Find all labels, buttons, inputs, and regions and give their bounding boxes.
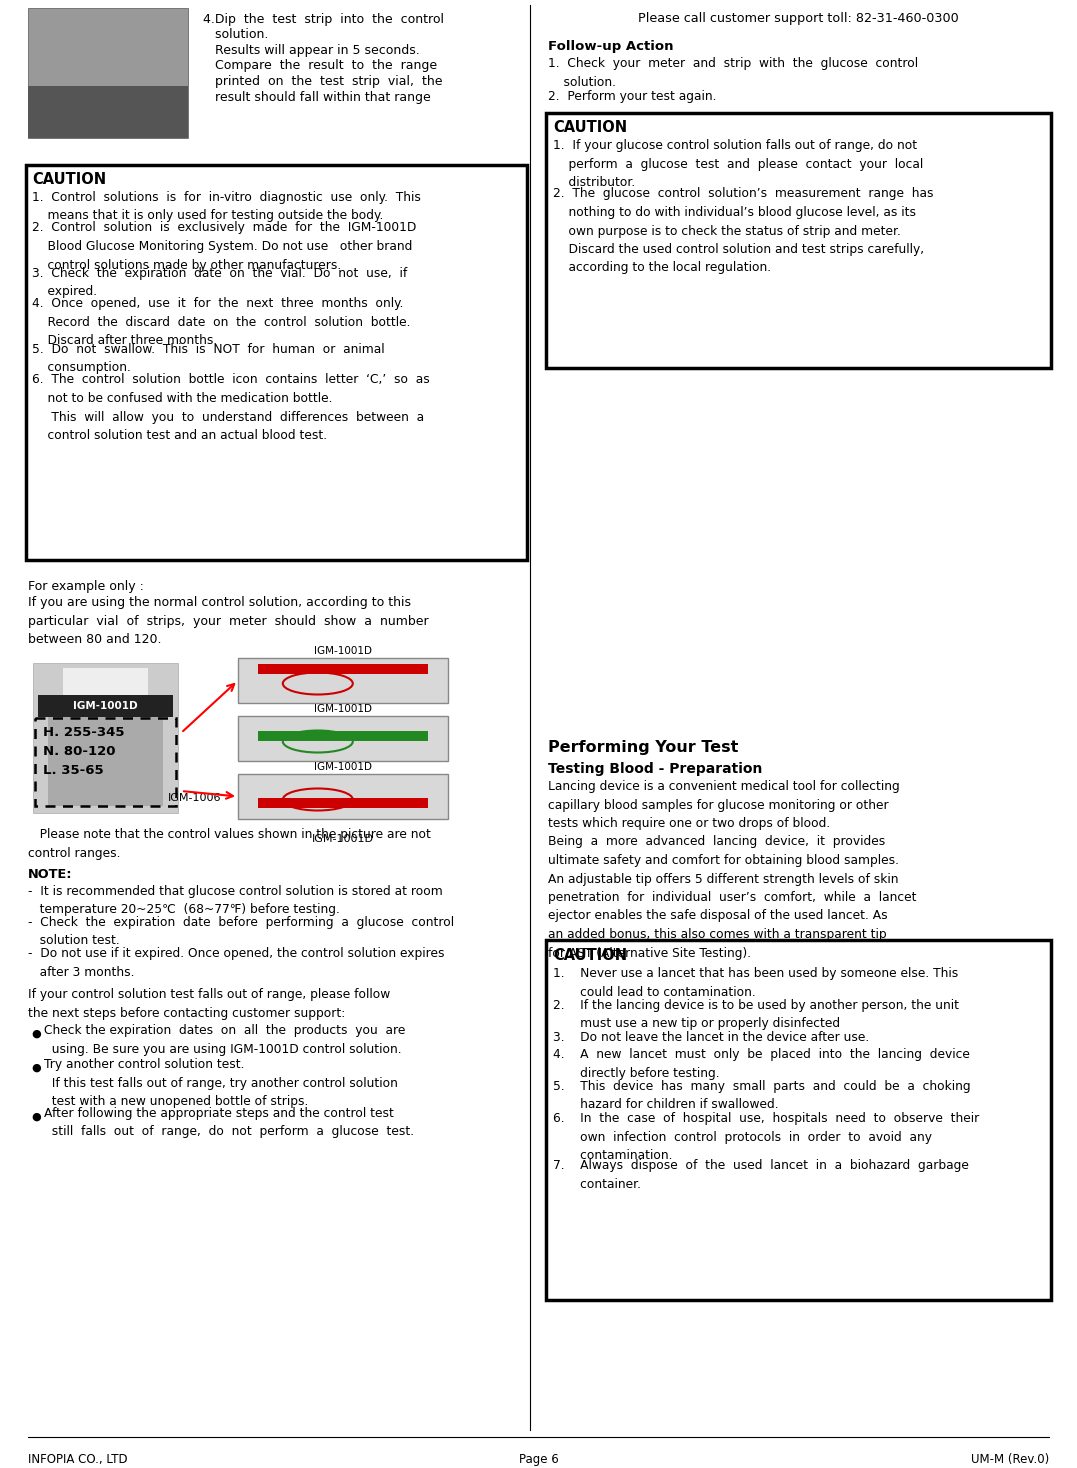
Text: CAUTION: CAUTION (32, 172, 107, 186)
Text: 6.  The  control  solution  bottle  icon  contains  letter  ‘C,’  so  as
    not: 6. The control solution bottle icon cont… (32, 373, 430, 442)
Text: 4.    A  new  lancet  must  only  be  placed  into  the  lancing  device
       : 4. A new lancet must only be placed into… (553, 1048, 970, 1079)
Text: 5.    This  device  has  many  small  parts  and  could  be  a  choking
       h: 5. This device has many small parts and … (553, 1080, 970, 1111)
Text: Please call customer support toll: 82-31-460-0300: Please call customer support toll: 82-31… (639, 12, 959, 25)
Text: If you are using the normal control solution, according to this
particular  vial: If you are using the normal control solu… (28, 596, 429, 646)
Text: Try another control solution test.
  If this test falls out of range, try anothe: Try another control solution test. If th… (44, 1058, 397, 1108)
FancyBboxPatch shape (28, 7, 188, 138)
FancyBboxPatch shape (33, 664, 178, 813)
Text: Please note that the control values shown in the picture are not
control ranges.: Please note that the control values show… (28, 828, 431, 859)
Text: UM-M (Rev.0): UM-M (Rev.0) (970, 1453, 1049, 1467)
Text: IGM-1006: IGM-1006 (168, 793, 222, 803)
Text: 2.  Control  solution  is  exclusively  made  for  the  IGM-1001D
    Blood Gluc: 2. Control solution is exclusively made … (32, 222, 417, 272)
FancyBboxPatch shape (26, 164, 527, 559)
Text: 1.    Never use a lancet that has been used by someone else. This
       could l: 1. Never use a lancet that has been used… (553, 967, 959, 998)
Text: 1.  If your glucose control solution falls out of range, do not
    perform  a  : 1. If your glucose control solution fall… (553, 139, 923, 189)
Text: 6.    In  the  case  of  hospital  use,  hospitals  need  to  observe  their
   : 6. In the case of hospital use, hospital… (553, 1111, 979, 1163)
FancyBboxPatch shape (546, 940, 1051, 1301)
FancyBboxPatch shape (238, 658, 448, 703)
Text: 3.    Do not leave the lancet in the device after use.: 3. Do not leave the lancet in the device… (553, 1031, 869, 1044)
Text: solution.: solution. (202, 28, 268, 41)
FancyBboxPatch shape (546, 113, 1051, 367)
Text: IGM-1001D: IGM-1001D (314, 705, 372, 713)
FancyBboxPatch shape (238, 716, 448, 760)
Text: printed  on  the  test  strip  vial,  the: printed on the test strip vial, the (202, 75, 443, 88)
Text: CAUTION: CAUTION (553, 948, 627, 963)
Text: CAUTION: CAUTION (553, 120, 627, 135)
Text: After following the appropriate steps and the control test
  still  falls  out  : After following the appropriate steps an… (44, 1107, 415, 1139)
Text: 4.Dip  the  test  strip  into  the  control: 4.Dip the test strip into the control (202, 13, 444, 26)
Text: Performing Your Test: Performing Your Test (548, 740, 739, 755)
Text: ●: ● (31, 1111, 41, 1122)
Text: NOTE:: NOTE: (28, 868, 72, 881)
FancyBboxPatch shape (38, 694, 173, 716)
Text: -  It is recommended that glucose control solution is stored at room
   temperat: - It is recommended that glucose control… (28, 885, 443, 916)
Text: IGM-1001D: IGM-1001D (314, 762, 372, 772)
Text: ●: ● (31, 1063, 41, 1073)
FancyBboxPatch shape (28, 87, 188, 138)
Text: 2.    If the lancing device is to be used by another person, the unit
       mus: 2. If the lancing device is to be used b… (553, 1000, 959, 1031)
FancyBboxPatch shape (48, 708, 163, 806)
Text: 1.  Control  solutions  is  for  in-vitro  diagnostic  use  only.  This
    mean: 1. Control solutions is for in-vitro dia… (32, 191, 421, 223)
Text: 3.  Check  the  expiration  date  on  the  vial.  Do  not  use,  if
    expired.: 3. Check the expiration date on the vial… (32, 267, 407, 298)
Text: IGM-1001D: IGM-1001D (73, 702, 138, 711)
Text: Testing Blood - Preparation: Testing Blood - Preparation (548, 762, 763, 777)
Text: INFOPIA CO., LTD: INFOPIA CO., LTD (28, 1453, 128, 1467)
Text: IGM-1001D: IGM-1001D (314, 646, 372, 656)
Text: 5.  Do  not  swallow.  This  is  NOT  for  human  or  animal
    consumption.: 5. Do not swallow. This is NOT for human… (32, 344, 384, 374)
Text: result should fall within that range: result should fall within that range (202, 91, 431, 104)
FancyBboxPatch shape (62, 668, 148, 711)
Text: 2.  The  glucose  control  solution’s  measurement  range  has
    nothing to do: 2. The glucose control solution’s measur… (553, 188, 934, 275)
FancyBboxPatch shape (258, 799, 428, 807)
FancyBboxPatch shape (258, 664, 428, 674)
Text: -  Check  the  expiration  date  before  performing  a  glucose  control
   solu: - Check the expiration date before perfo… (28, 916, 454, 947)
Text: Compare  the  result  to  the  range: Compare the result to the range (202, 60, 437, 72)
Text: Page 6: Page 6 (519, 1453, 558, 1467)
Text: H. 255-345
N. 80-120
L. 35-65: H. 255-345 N. 80-120 L. 35-65 (43, 727, 125, 777)
Text: 7.    Always  dispose  of  the  used  lancet  in  a  biohazard  garbage
       c: 7. Always dispose of the used lancet in … (553, 1160, 969, 1191)
FancyBboxPatch shape (238, 774, 448, 819)
Text: For example only :: For example only : (28, 580, 144, 593)
Text: IGM-1001D: IGM-1001D (312, 834, 374, 844)
Text: -  Do not use if it expired. Once opened, the control solution expires
   after : - Do not use if it expired. Once opened,… (28, 947, 445, 979)
FancyBboxPatch shape (258, 731, 428, 741)
Text: ●: ● (31, 1029, 41, 1039)
Text: 4.  Once  opened,  use  it  for  the  next  three  months  only.
    Record  the: 4. Once opened, use it for the next thre… (32, 298, 410, 348)
Text: 1.  Check  your  meter  and  strip  with  the  glucose  control
    solution.: 1. Check your meter and strip with the g… (548, 57, 918, 88)
Text: Follow-up Action: Follow-up Action (548, 40, 673, 53)
Text: Check the expiration  dates  on  all  the  products  you  are
  using. Be sure y: Check the expiration dates on all the pr… (44, 1025, 405, 1055)
Text: Results will appear in 5 seconds.: Results will appear in 5 seconds. (202, 44, 420, 57)
Text: 2.  Perform your test again.: 2. Perform your test again. (548, 90, 716, 103)
Text: Lancing device is a convenient medical tool for collecting
capillary blood sampl: Lancing device is a convenient medical t… (548, 780, 917, 960)
Text: If your control solution test falls out of range, please follow
the next steps b: If your control solution test falls out … (28, 988, 390, 1019)
